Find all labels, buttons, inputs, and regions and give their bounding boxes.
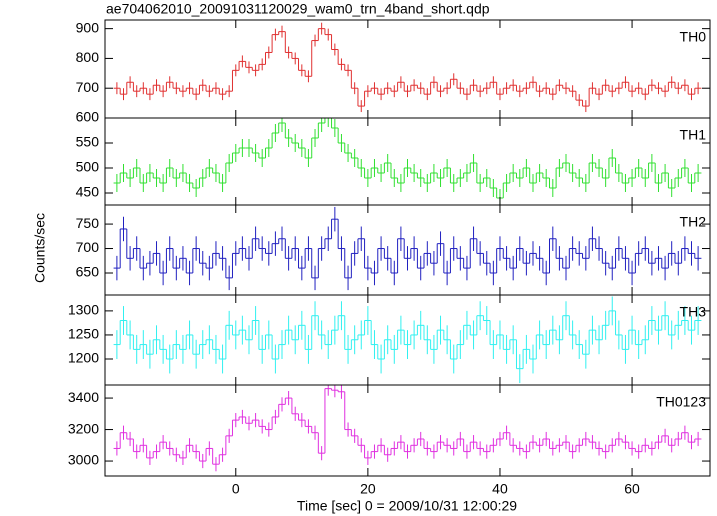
y-tick-label: 700 <box>76 239 100 255</box>
panel <box>113 385 702 472</box>
panel <box>113 206 702 291</box>
y-tick-label: 1250 <box>68 326 99 342</box>
y-tick-label: 450 <box>76 184 100 200</box>
panel-label: TH1 <box>680 127 707 143</box>
x-tick-label: 20 <box>360 481 376 497</box>
panel-frame <box>104 19 711 119</box>
panel-label: TH3 <box>680 304 707 320</box>
x-tick-label: 0 <box>232 481 240 497</box>
y-tick-label: 1300 <box>68 302 99 318</box>
x-axis-label: Time [sec] 0 = 2009/10/31 12:00:29 <box>297 498 517 514</box>
x-tick-label: 40 <box>492 481 508 497</box>
panel <box>113 118 702 205</box>
panel <box>113 296 702 384</box>
panel-frame <box>104 384 711 477</box>
panel-label: TH0123 <box>656 394 706 410</box>
y-tick-label: 500 <box>76 159 100 175</box>
y-tick-label: 900 <box>76 19 100 35</box>
y-tick-label: 800 <box>76 49 100 65</box>
panel <box>113 22 702 113</box>
y-tick-label: 650 <box>76 264 100 280</box>
y-tick-label: 3200 <box>68 420 99 436</box>
panel-label: TH0 <box>680 29 707 45</box>
y-tick-label: 550 <box>76 134 100 150</box>
y-tick-label: 750 <box>76 215 100 231</box>
y-tick-label: 3400 <box>68 389 99 405</box>
y-tick-label: 1200 <box>68 350 99 366</box>
y-tick-label: 600 <box>76 109 100 125</box>
panel-label: TH2 <box>680 214 707 230</box>
chart-title: ae704062010_20091031120029_wam0_trn_4ban… <box>106 1 490 17</box>
y-tick-label: 700 <box>76 79 100 95</box>
x-tick-label: 60 <box>624 481 640 497</box>
y-tick-label: 3000 <box>68 452 99 468</box>
y-axis-label: Counts/sec <box>32 213 48 283</box>
